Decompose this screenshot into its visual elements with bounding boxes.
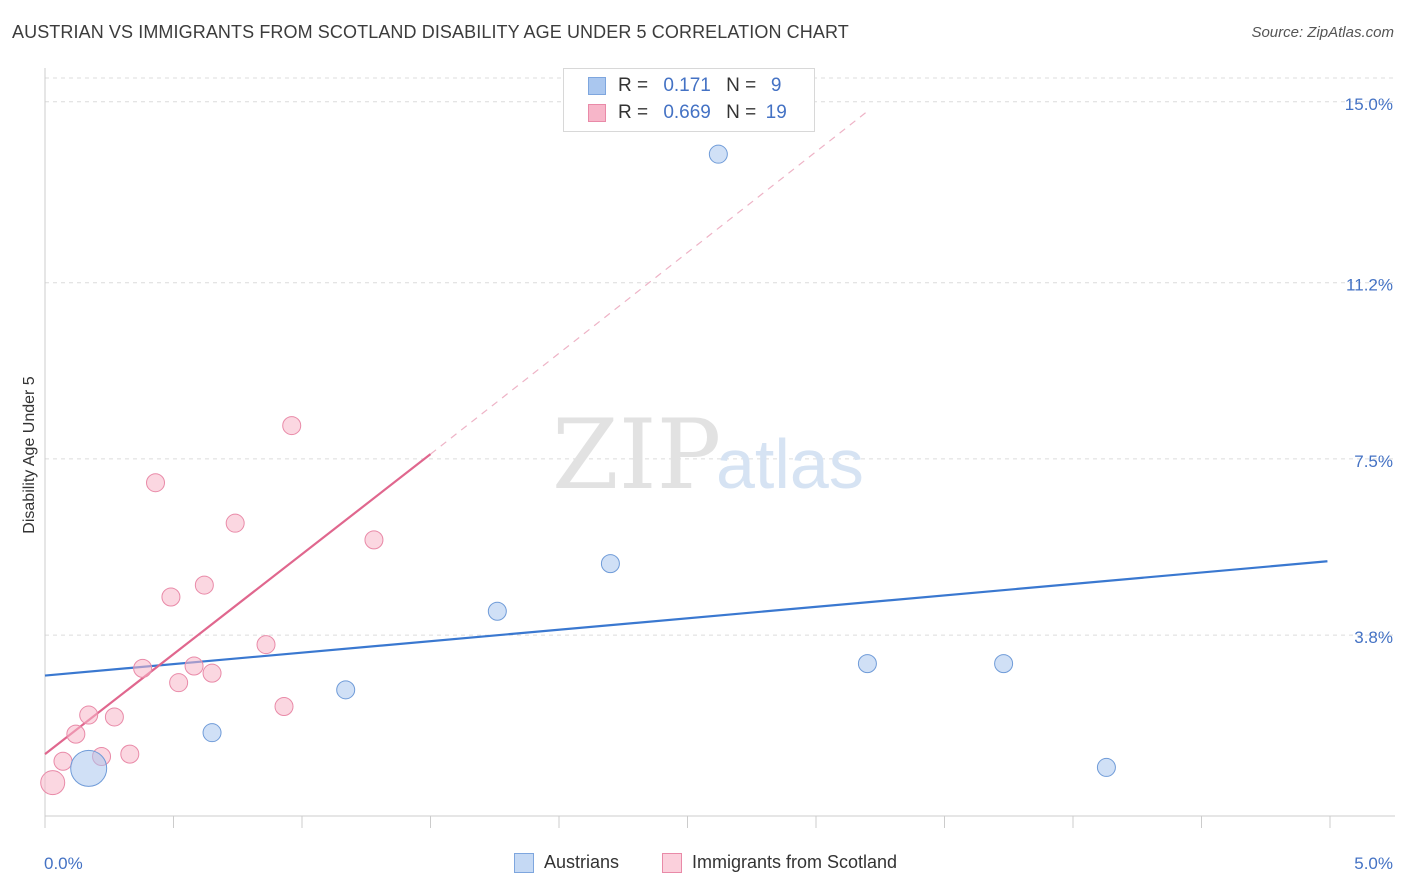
point-austrians — [202, 723, 222, 743]
point-scotland — [120, 744, 140, 764]
point-scotland — [161, 587, 181, 607]
point-scotland — [274, 696, 294, 716]
point-scotland — [225, 513, 245, 533]
point-scotland — [256, 635, 276, 655]
legend-swatch-austrians — [588, 77, 606, 95]
legend-row-scotland: R = 0.669 N = 19 — [588, 100, 796, 126]
point-austrians — [1096, 757, 1116, 777]
point-austrians — [994, 654, 1014, 674]
point-austrians — [857, 654, 877, 674]
trend-line-extension-1 — [430, 110, 868, 455]
x-tick-label: 5.0% — [1354, 854, 1393, 873]
point-austrians — [70, 749, 108, 787]
series-label-scotland: Immigrants from Scotland — [692, 852, 898, 872]
correlation-legend: R = 0.171 N = 9 R = 0.669 N = 19 — [563, 68, 815, 132]
point-austrians — [708, 144, 728, 164]
point-scotland — [169, 673, 189, 693]
series-swatch-austrians — [514, 852, 534, 873]
legend-r-value: 0.669 — [663, 102, 711, 123]
y-tick-label: 3.8% — [1354, 628, 1393, 647]
point-austrians — [487, 601, 507, 621]
legend-swatch-scotland — [588, 104, 606, 122]
series-label-austrians: Austrians — [544, 852, 620, 872]
source-credit: Source: ZipAtlas.com — [1251, 24, 1394, 41]
legend-row-austrians: R = 0.171 N = 9 — [588, 73, 796, 99]
point-scotland — [364, 530, 384, 550]
point-scotland — [282, 416, 302, 436]
legend-n-label: N = — [726, 102, 757, 123]
y-tick-label: 11.2% — [1346, 276, 1393, 295]
point-scotland — [184, 656, 204, 676]
y-tick-labels: 3.8% 7.5% 11.2% 15.0% — [1345, 95, 1393, 647]
legend-n-value: 19 — [765, 102, 787, 123]
series-swatch-scotland — [662, 852, 682, 873]
legend-n-label: N = — [726, 75, 757, 96]
point-scotland — [146, 473, 166, 493]
watermark-atlas: atlas — [716, 425, 864, 503]
chart-title: AUSTRIAN VS IMMIGRANTS FROM SCOTLAND DIS… — [12, 22, 849, 42]
legend-r-label: R = — [618, 75, 649, 96]
point-scotland — [133, 658, 153, 678]
point-scotland — [66, 724, 86, 744]
y-tick-label: 7.5% — [1354, 452, 1393, 471]
series-legend-scotland: Immigrants from Scotland — [662, 852, 897, 873]
axes — [44, 68, 1395, 828]
point-scotland — [53, 751, 73, 771]
point-scotland — [40, 770, 66, 796]
x-tick-labels: 0.0% 5.0% — [44, 854, 1393, 873]
data-points — [40, 144, 1116, 796]
legend-r-label: R = — [618, 102, 649, 123]
y-tick-label: 15.0% — [1345, 95, 1393, 114]
point-austrians — [600, 554, 620, 574]
point-scotland — [202, 663, 222, 683]
watermark-zip: ZIP — [552, 399, 721, 511]
trend-lines — [44, 110, 1328, 755]
point-scotland — [104, 707, 124, 727]
trend-line-0 — [44, 560, 1328, 677]
x-tick-label: 0.0% — [44, 854, 83, 873]
point-scotland — [79, 705, 99, 725]
legend-r-value: 0.171 — [663, 75, 711, 96]
legend-n-value: 9 — [770, 75, 782, 96]
point-scotland — [194, 575, 214, 595]
y-axis-label: Disability Age Under 5 — [21, 376, 38, 534]
point-austrians — [336, 680, 356, 700]
trend-line-1 — [44, 453, 432, 755]
series-legend-austrians: Austrians — [514, 852, 619, 873]
